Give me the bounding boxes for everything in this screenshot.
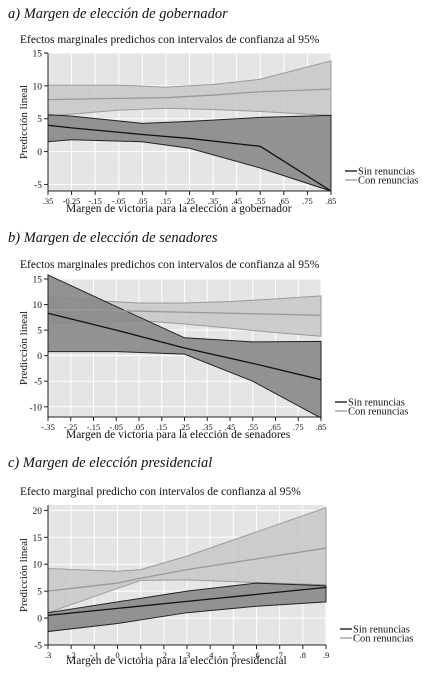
series-line-sin-renuncias	[47, 312, 322, 381]
x-tick-label: -.05	[112, 196, 125, 206]
y-axis-label: Predicción lineal	[18, 538, 30, 612]
series-line-con-renuncias	[47, 88, 332, 101]
y-tick-label: 5	[37, 327, 42, 337]
chart-title: Efecto marginal predicho con intervalos …	[20, 486, 301, 498]
y-tick-label: 5	[37, 588, 42, 598]
chart-senadores: -10 -5 0 5 10 15 -.35 -.25 -.15 -.05 .05 .15 .25 .35.…	[18, 274, 408, 441]
legend-label: Con renuncias	[348, 407, 408, 418]
x-tick-label: -0.25	[63, 196, 81, 206]
y-tick-label: 10	[33, 301, 43, 311]
y-tick-label: -5	[34, 378, 42, 388]
x-tick-label: .35	[202, 422, 213, 432]
x-tick-label: .65	[279, 196, 290, 206]
x-tick-label: .5	[230, 650, 236, 660]
x-axis-label: Margen de victoria para la elección pres…	[66, 655, 287, 667]
x-tick-label: 0	[115, 650, 119, 660]
legend-label: Con renuncias	[353, 634, 413, 645]
x-tick-label: .55	[255, 196, 266, 206]
y-tick-label: 10	[33, 82, 43, 92]
panel-gobernador: a) Margen de elección de gobernador Efec…	[0, 0, 447, 226]
x-tick-label: .25	[184, 196, 195, 206]
x-tick-label: .45	[225, 422, 236, 432]
y-tick-label: 10	[33, 561, 43, 571]
x-tick-label: .15	[161, 196, 172, 206]
chart-title: Efectos marginales predichos con interva…	[20, 259, 320, 271]
series-line-con-renuncias	[47, 547, 327, 592]
panel-title: a) Margen de elección de gobernador	[8, 6, 228, 22]
x-tick-label: .35	[208, 196, 219, 206]
x-tick-label: .45	[231, 196, 242, 206]
x-tick-label: .1	[137, 650, 143, 660]
x-tick-label: .55	[247, 422, 258, 432]
x-axis-label: Margen de victoria para la elección de s…	[66, 429, 291, 441]
x-tick-label: .6	[253, 650, 259, 660]
x-tick-label: .05	[137, 196, 148, 206]
x-tick-label: .15	[156, 422, 167, 432]
y-tick-label: 15	[33, 50, 43, 60]
y-tick-label: 0	[37, 615, 42, 625]
series-line-con-renuncias	[47, 309, 322, 316]
x-tick-label: -.15	[88, 196, 101, 206]
x-tick-label: .05	[134, 422, 145, 432]
x-tick-label: .9	[323, 650, 329, 660]
x-tick-label: -.2	[67, 650, 76, 660]
y-tick-label: 20	[33, 507, 43, 517]
y-tick-label: -5	[34, 181, 42, 191]
panel-presidencial: c) Margen de elección presidencial Efect…	[0, 452, 447, 677]
chart-title: Efectos marginales predichos con interva…	[20, 34, 320, 46]
x-tick-label: .3	[45, 650, 51, 660]
chart-gobernador: -5 0 5 10 15 .35 -0.25 -.15 -.05 .05 .15 .25 .35 .45.…	[18, 50, 418, 216]
x-tick-label: -.05	[110, 422, 123, 432]
x-tick-label: .8	[300, 650, 306, 660]
x-tick-label: .25	[179, 422, 190, 432]
panel-title: b) Margen de elección de senadores	[8, 230, 218, 246]
x-tick-label: .35	[43, 196, 54, 206]
x-tick-label: .4	[207, 650, 214, 660]
x-tick-label: -.35	[41, 422, 54, 432]
x-tick-label: .3	[184, 650, 190, 660]
x-tick-label: .85	[316, 422, 327, 432]
y-tick-label: 15	[33, 534, 43, 544]
x-tick-label: .75	[302, 196, 313, 206]
x-tick-label: .2	[161, 650, 167, 660]
x-tick-label: -.25	[64, 422, 77, 432]
legend-label: Sin renuncias	[353, 625, 410, 636]
y-tick-label: -5	[34, 642, 42, 652]
confidence-band-sin-renuncias	[47, 582, 327, 633]
chart-presidencial: -5 0 5 10 15 20 .3 -.2 -.1 0 .1 .2 .3 .4 .5 .6 .7 .8 .9 Pre…	[18, 505, 413, 667]
y-axis-label: Predicción lineal	[18, 311, 30, 385]
series-line-sin-renuncias	[47, 124, 332, 192]
x-tick-label: .7	[276, 650, 282, 660]
legend-label: Con renuncias	[358, 176, 418, 187]
x-tick-label: .65	[270, 422, 281, 432]
x-tick-label: .75	[293, 422, 304, 432]
y-tick-label: 0	[37, 148, 42, 158]
x-tick-label: .85	[326, 196, 337, 206]
confidence-band-con-renuncias	[47, 506, 327, 614]
series-line-sin-renuncias	[47, 586, 327, 617]
y-tick-label: 15	[33, 276, 43, 286]
y-tick-label: 5	[37, 115, 42, 125]
y-tick-label: 0	[37, 352, 42, 362]
y-axis-label: Predicción lineal	[18, 85, 30, 159]
x-tick-label: -.1	[90, 650, 99, 660]
panel-title: c) Margen de elección presidencial	[8, 455, 213, 471]
x-axis-label: Margen de victoria para la elección a go…	[66, 203, 292, 215]
panel-senadores: b) Margen de elección de senadores Efect…	[0, 226, 447, 452]
x-tick-label: -.15	[87, 422, 100, 432]
y-tick-label: -10	[29, 403, 42, 413]
legend-label: Sin renuncias	[358, 167, 415, 178]
legend-label: Sin renuncias	[348, 398, 405, 409]
